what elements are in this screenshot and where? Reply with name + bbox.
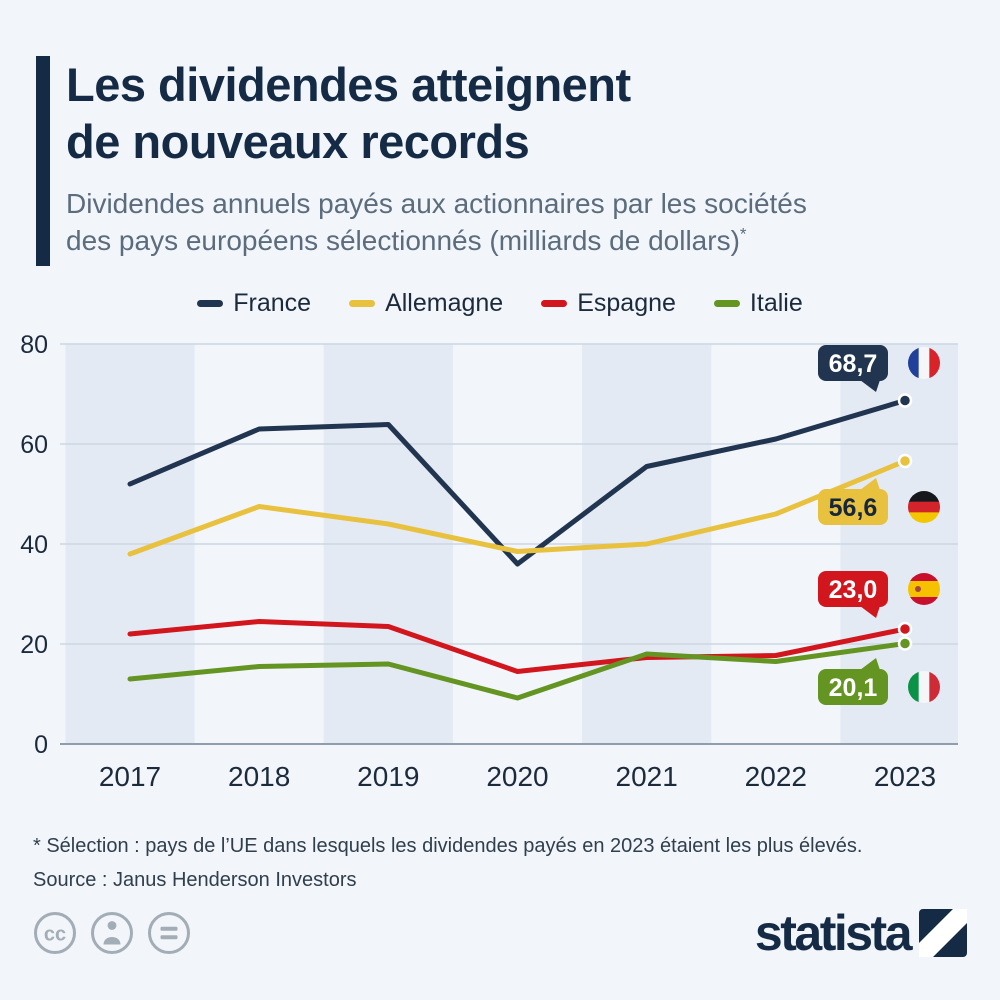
svg-text:56,6: 56,6 [829, 494, 878, 522]
svg-text:23,0: 23,0 [829, 576, 878, 604]
statista-logo-text: statista [754, 905, 913, 961]
flag-italy-icon [908, 671, 940, 703]
svg-text:60: 60 [20, 431, 48, 459]
value-label-france: 68,7 [818, 345, 940, 392]
header: Les dividendes atteignent de nouveaux rec… [36, 56, 807, 266]
source: Source : Janus Henderson Investors [33, 869, 357, 891]
value-label-spain: 23,0 [818, 571, 940, 618]
svg-text:2020: 2020 [486, 761, 548, 792]
x-axis-labels: 2017 2018 2019 2020 2021 2022 2023 [99, 761, 936, 792]
attribution-icon[interactable] [90, 911, 134, 955]
bottom-bar: cc statista [33, 908, 967, 958]
line-italy [127, 641, 908, 701]
value-label-germany: 56,6 [818, 478, 940, 525]
title-accent-bar [36, 56, 50, 266]
svg-text:2021: 2021 [616, 761, 678, 792]
footnote: * Sélection : pays de l’UE dans lesquels… [33, 835, 863, 857]
chart-container: 0 20 40 60 80 2017 2018 2019 2020 2021 2022 2023 68,… [0, 333, 1000, 793]
gridlines [60, 343, 958, 745]
svg-text:68,7: 68,7 [829, 350, 878, 378]
line-spain [127, 619, 908, 674]
line-chart: 0 20 40 60 80 2017 2018 2019 2020 2021 2022 2023 68,… [20, 333, 958, 792]
page-title: Les dividendes atteignent de nouveaux rec… [66, 58, 631, 169]
legend-marker-spain [541, 300, 568, 307]
value-label-italy: 20,1 [818, 658, 940, 705]
flag-france-icon [908, 347, 940, 379]
endpoint-germany [897, 453, 913, 469]
statista-logo-mark [919, 909, 967, 957]
cc-icon[interactable]: cc [33, 911, 77, 955]
legend-marker-france [197, 300, 224, 307]
legend-item-france: France [197, 289, 311, 318]
license-icons: cc [33, 911, 191, 955]
endpoint-france [897, 393, 913, 408]
statista-logo[interactable]: statista [755, 908, 967, 958]
legend-marker-germany [349, 300, 376, 307]
legend-label: Espagne [577, 289, 676, 317]
legend-item-italy: Italie [713, 289, 803, 318]
line-france [127, 398, 908, 567]
legend-label: France [233, 289, 312, 317]
footnote-asterisk: * [739, 224, 747, 244]
endpoint-italy [897, 636, 913, 651]
svg-text:20,1: 20,1 [829, 674, 878, 702]
legend-item-spain: Espagne [541, 289, 676, 318]
header-text: Les dividendes atteignent de nouveaux rec… [66, 56, 807, 266]
svg-text:80: 80 [20, 333, 48, 359]
svg-text:2017: 2017 [99, 761, 161, 792]
chart-legend: France Allemagne Espagne Italie [0, 289, 1000, 318]
svg-text:2019: 2019 [357, 761, 419, 792]
legend-label: Italie [749, 289, 803, 317]
svg-text:2022: 2022 [745, 761, 807, 792]
legend-label: Allemagne [385, 289, 504, 317]
endpoint-spain [897, 621, 913, 637]
svg-text:cc: cc [44, 924, 66, 946]
flag-spain-icon [908, 573, 940, 605]
svg-text:40: 40 [20, 531, 48, 559]
chart-subtitle: Dividendes annuels payés aux actionnaire… [66, 187, 807, 256]
footer: * Sélection : pays de l’UE dans lesquels… [33, 829, 862, 897]
line-germany [127, 458, 908, 557]
y-axis-labels: 0 20 40 60 80 [20, 333, 48, 759]
equal-icon[interactable] [147, 911, 191, 955]
svg-text:2018: 2018 [228, 761, 290, 792]
svg-text:2023: 2023 [874, 761, 936, 792]
legend-marker-italy [713, 300, 740, 307]
svg-text:20: 20 [20, 631, 48, 659]
svg-text:0: 0 [34, 731, 48, 759]
flag-germany-icon [908, 491, 940, 523]
legend-item-germany: Allemagne [349, 289, 503, 318]
